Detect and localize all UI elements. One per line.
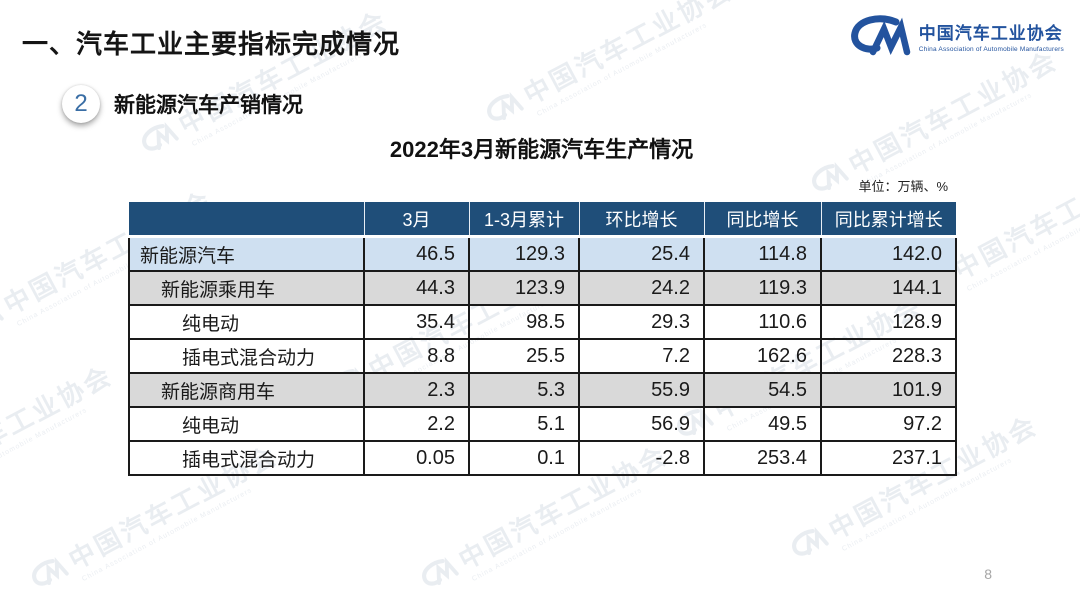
value-cell: 144.1 bbox=[820, 270, 957, 306]
caam-name-zh: 中国汽车工业协会 bbox=[918, 24, 1063, 43]
value-cell: 0.05 bbox=[363, 440, 470, 476]
watermark-logo-icon bbox=[31, 556, 69, 586]
value-cell: 119.3 bbox=[703, 270, 822, 306]
value-cell: 97.2 bbox=[820, 406, 957, 442]
value-cell: 44.3 bbox=[363, 270, 470, 306]
value-cell: 8.8 bbox=[363, 338, 470, 374]
watermark-subtext: China Association of Automobile Manufact… bbox=[81, 486, 254, 584]
row-label-cell: 插电式混合动力 bbox=[128, 338, 365, 374]
page-number: 8 bbox=[984, 566, 992, 582]
watermark-text: 中国汽车工业协会 bbox=[518, 0, 738, 111]
value-cell: 25.5 bbox=[468, 338, 580, 374]
table-row: 新能源汽车 46.5 129.3 25.4 114.8 142.0 bbox=[128, 235, 957, 272]
row-label-cell: 纯电动 bbox=[128, 304, 365, 340]
column-header: 1-3月累计 bbox=[469, 202, 580, 238]
page-title: 一、汽车工业主要指标完成情况 bbox=[22, 29, 401, 59]
watermark-subtext: China Association of Automobile Manufact… bbox=[536, 21, 709, 119]
value-cell: 35.4 bbox=[363, 304, 470, 340]
value-cell: 142.0 bbox=[820, 235, 957, 272]
caam-name-en: China Association of Automobile Manufact… bbox=[918, 46, 1064, 53]
value-cell: 54.5 bbox=[703, 372, 822, 408]
value-cell: 5.3 bbox=[468, 372, 580, 408]
unit-label: 单位：万辆、% bbox=[858, 179, 948, 194]
column-header bbox=[129, 202, 365, 238]
row-label-cell: 新能源汽车 bbox=[128, 235, 365, 272]
value-cell: 55.9 bbox=[578, 372, 705, 408]
value-cell: 253.4 bbox=[703, 440, 822, 476]
value-cell: -2.8 bbox=[578, 440, 705, 476]
value-cell: 123.9 bbox=[468, 270, 580, 306]
value-cell: 101.9 bbox=[820, 372, 957, 408]
value-cell: 0.1 bbox=[468, 440, 580, 476]
watermark-logo-icon bbox=[421, 556, 459, 586]
watermark-text: 中国汽车工业协会 bbox=[0, 359, 118, 496]
value-cell: 129.3 bbox=[468, 235, 580, 272]
caam-monogram-icon bbox=[850, 15, 911, 56]
value-cell: 49.5 bbox=[703, 406, 822, 442]
value-cell: 2.2 bbox=[363, 406, 470, 442]
watermark-text: 中国汽车工业协会 bbox=[948, 149, 1080, 286]
value-cell: 2.3 bbox=[363, 372, 470, 408]
value-cell: 29.3 bbox=[578, 304, 705, 340]
row-label-cell: 纯电动 bbox=[128, 406, 365, 442]
section-header: 2 新能源汽车产销情况 bbox=[62, 85, 303, 123]
value-cell: 5.1 bbox=[468, 406, 580, 442]
caam-logo-text: 中国汽车工业协会 China Association of Automobile… bbox=[919, 19, 1064, 53]
section-number-badge: 2 bbox=[62, 85, 100, 123]
column-header: 3月 bbox=[364, 202, 470, 238]
table-row: 纯电动 35.4 98.5 29.3 110.6 128.9 bbox=[128, 304, 957, 340]
table-header: 3月 1-3月累计 环比增长 同比增长 同比累计增长 bbox=[129, 202, 956, 238]
value-cell: 237.1 bbox=[820, 440, 957, 476]
value-cell: 24.2 bbox=[578, 270, 705, 306]
row-label-cell: 新能源商用车 bbox=[128, 372, 365, 408]
watermark-subtext: China Association of Automobile Manufact… bbox=[966, 197, 1080, 294]
section-number: 2 bbox=[74, 90, 88, 117]
table-title: 2022年3月新能源汽车生产情况 bbox=[389, 137, 694, 162]
watermark-logo-icon bbox=[0, 301, 4, 330]
table-row: 插电式混合动力 0.05 0.1 -2.8 253.4 237.1 bbox=[128, 440, 957, 476]
table-row: 纯电动 2.2 5.1 56.9 49.5 97.2 bbox=[128, 406, 957, 442]
value-cell: 56.9 bbox=[578, 406, 705, 442]
value-cell: 98.5 bbox=[468, 304, 580, 340]
value-cell: 25.4 bbox=[578, 235, 705, 272]
column-header: 环比增长 bbox=[579, 202, 705, 238]
value-cell: 7.2 bbox=[578, 338, 705, 374]
value-cell: 110.6 bbox=[703, 304, 822, 340]
watermark-logo-icon bbox=[486, 91, 524, 121]
production-table: 3月 1-3月累计 环比增长 同比增长 同比累计增长 新能源汽车 46.5 129.3 25.… bbox=[128, 202, 957, 476]
table-row: 新能源乘用车 44.3 123.9 24.2 119.3 144.1 bbox=[128, 270, 957, 306]
caam-logo: 中国汽车工业协会 China Association of Automobile… bbox=[849, 14, 1064, 58]
row-label-cell: 插电式混合动力 bbox=[128, 440, 365, 476]
row-label-cell: 新能源乘用车 bbox=[128, 270, 365, 306]
section-title: 新能源汽车产销情况 bbox=[114, 94, 303, 117]
value-cell: 162.6 bbox=[703, 338, 822, 374]
watermark-subtext: China Association of Automobile Manufact… bbox=[471, 486, 644, 584]
column-header: 同比增长 bbox=[704, 202, 822, 238]
value-cell: 228.3 bbox=[820, 338, 957, 374]
table-container: 3月 1-3月累计 环比增长 同比增长 同比累计增长 新能源汽车 46.5 129.3 25.… bbox=[128, 202, 957, 476]
column-header: 同比累计增长 bbox=[821, 202, 956, 238]
value-cell: 46.5 bbox=[363, 235, 470, 272]
watermark-subtext: China Association of Automobile Manufact… bbox=[0, 406, 89, 503]
value-cell: 114.8 bbox=[703, 235, 822, 272]
value-cell: 128.9 bbox=[820, 304, 957, 340]
table-row: 新能源商用车 2.3 5.3 55.9 54.5 101.9 bbox=[128, 372, 957, 408]
table-row: 插电式混合动力 8.8 25.5 7.2 162.6 228.3 bbox=[128, 338, 957, 374]
watermark-logo-icon bbox=[791, 526, 829, 556]
